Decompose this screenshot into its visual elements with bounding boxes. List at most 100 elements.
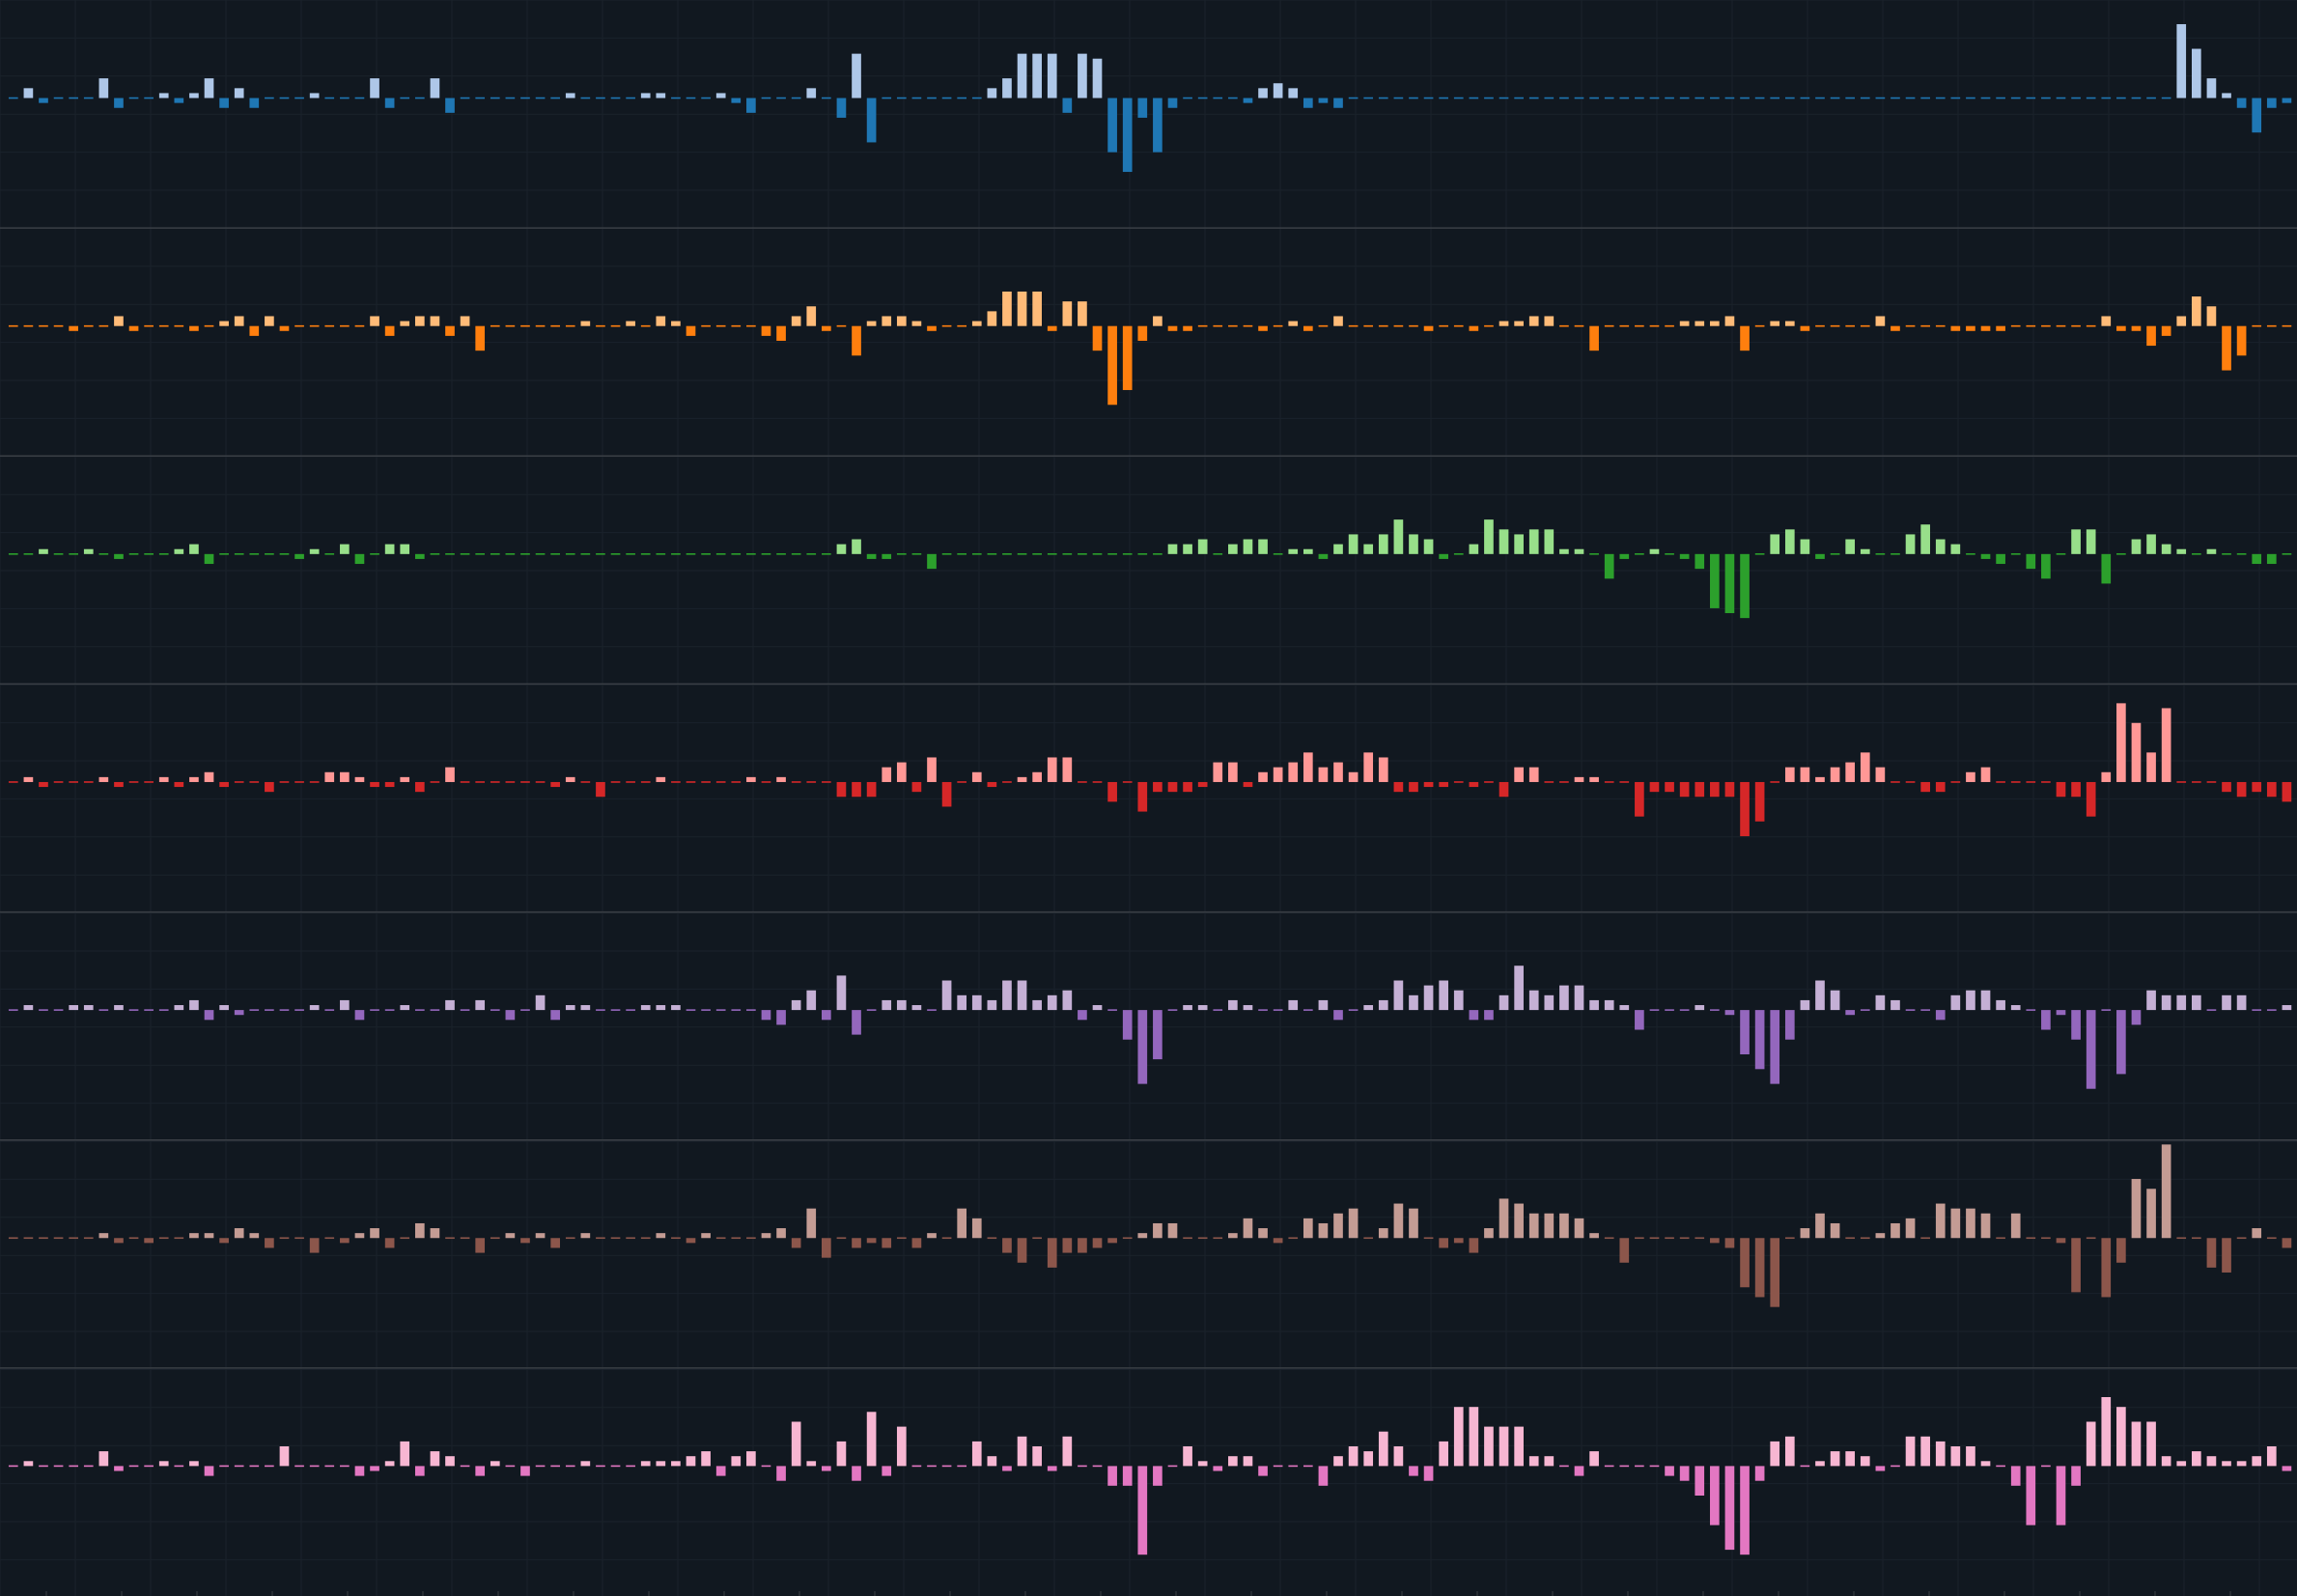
- bar-series-5: [234, 1010, 244, 1016]
- bar-series-5: [1920, 1009, 1930, 1011]
- bar-series-2: [1183, 325, 1192, 331]
- bar-series-4: [475, 781, 486, 783]
- bar-series-1: [1062, 98, 1073, 113]
- bar-series-6: [2192, 1237, 2201, 1240]
- bar-series-3: [1544, 529, 1555, 554]
- bar-series-6: [1875, 1233, 1886, 1239]
- bar-series-6: [8, 1237, 18, 1240]
- bar-series-5: [1062, 990, 1073, 1011]
- bar-series-5: [1258, 1009, 1268, 1011]
- bar-series-6: [1740, 1238, 1750, 1288]
- bar-series-6: [550, 1238, 560, 1248]
- bar-series-1: [1695, 97, 1705, 99]
- bar-series-7: [957, 1465, 967, 1468]
- bar-series-1: [39, 98, 48, 103]
- bar-series-6: [294, 1237, 304, 1240]
- bar-series-2: [1649, 324, 1660, 327]
- bar-series-7: [806, 1461, 817, 1467]
- bar-series-1: [2086, 97, 2096, 99]
- bar-series-5: [580, 1005, 591, 1011]
- bar-series-1: [1665, 97, 1674, 99]
- bar-series-1: [1393, 97, 1404, 99]
- bar-series-6: [2282, 1238, 2292, 1248]
- bar-series-4: [2282, 781, 2292, 802]
- bar-series-7: [866, 1412, 877, 1467]
- bar-series-1: [791, 97, 801, 99]
- bar-series-3: [279, 553, 290, 555]
- bar-series-1: [1891, 97, 1900, 99]
- bar-series-7: [896, 1426, 907, 1467]
- bar-series-2: [1604, 324, 1614, 327]
- bar-series-4: [1665, 781, 1674, 793]
- bar-series-4: [2101, 771, 2112, 782]
- bar-series-4: [1107, 781, 1117, 802]
- bar-series-1: [1499, 97, 1509, 99]
- bar-series-1: [656, 93, 666, 98]
- bar-series-5: [39, 1009, 48, 1011]
- bar-series-1: [1032, 53, 1042, 98]
- bar-series-2: [69, 325, 79, 331]
- bar-series-1: [1920, 97, 1930, 99]
- bar-series-1: [761, 97, 771, 99]
- bar-series-2: [1288, 321, 1299, 326]
- bar-series-3: [430, 553, 440, 555]
- bar-series-4: [249, 781, 260, 783]
- bar-series-2: [1213, 324, 1223, 327]
- bar-series-2: [1740, 325, 1750, 351]
- bar-series-6: [83, 1237, 94, 1240]
- bar-series-2: [8, 324, 18, 327]
- bar-series-5: [1032, 999, 1042, 1011]
- bar-series-2: [1228, 324, 1238, 327]
- bar-series-1: [1815, 97, 1825, 99]
- bar-series-2: [896, 316, 907, 326]
- bar-series-1: [1423, 97, 1434, 99]
- bar-series-1: [852, 53, 861, 98]
- bar-series-6: [1153, 1222, 1163, 1239]
- bar-series-3: [174, 548, 184, 554]
- bar-series-4: [2071, 781, 2081, 798]
- bar-series-7: [1303, 1465, 1313, 1468]
- bar-series-4: [1469, 781, 1479, 788]
- bar-series-3: [1213, 553, 1223, 555]
- bar-series-4: [971, 771, 982, 782]
- bar-series-1: [1469, 97, 1479, 99]
- bar-series-6: [565, 1237, 575, 1240]
- bar-series-2: [445, 325, 455, 336]
- bar-series-6: [1649, 1237, 1660, 1240]
- bar-series-7: [2282, 1466, 2292, 1471]
- bar-series-5: [69, 1005, 79, 1011]
- bar-series-5: [158, 1009, 169, 1011]
- bar-series-6: [1107, 1238, 1117, 1244]
- bar-series-3: [1830, 553, 1840, 555]
- bar-series-4: [761, 781, 771, 783]
- bar-series-4: [53, 781, 64, 783]
- bar-series-7: [2041, 1465, 2051, 1468]
- bar-series-7: [445, 1456, 455, 1467]
- bar-series-2: [1574, 324, 1584, 327]
- bar-series-2: [1002, 291, 1012, 326]
- bar-series-2: [580, 321, 591, 326]
- bar-series-5: [430, 1009, 440, 1011]
- bar-series-5: [1017, 980, 1027, 1011]
- bar-series-2: [2266, 324, 2277, 327]
- bar-series-7: [204, 1466, 214, 1476]
- bar-series-2: [234, 316, 244, 326]
- bar-series-4: [626, 781, 635, 783]
- bar-series-1: [384, 98, 395, 108]
- bar-series-7: [1439, 1441, 1448, 1467]
- bar-series-6: [1845, 1237, 1856, 1240]
- bar-series-1: [2056, 97, 2066, 99]
- bar-series-2: [1619, 324, 1630, 327]
- bar-series-1: [565, 93, 575, 98]
- bar-series-2: [1333, 316, 1343, 326]
- bar-series-5: [927, 1009, 937, 1011]
- bar-series-4: [1920, 781, 1930, 793]
- bar-series-6: [1800, 1228, 1810, 1239]
- bar-series-7: [1288, 1465, 1299, 1468]
- bar-series-4: [1754, 781, 1765, 822]
- bar-series-1: [822, 97, 831, 99]
- bar-series-1: [1740, 97, 1750, 99]
- bar-series-7: [1589, 1451, 1599, 1467]
- bar-series-4: [1679, 781, 1690, 798]
